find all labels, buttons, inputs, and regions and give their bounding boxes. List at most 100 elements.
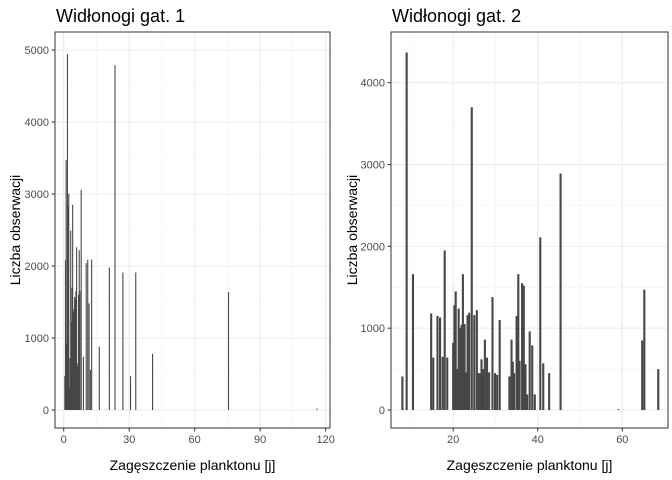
bar	[517, 274, 520, 410]
bar	[491, 297, 494, 410]
bar	[524, 364, 527, 410]
bar	[483, 339, 486, 410]
chart-title: Widłonogi gat. 1	[56, 6, 185, 26]
bar	[526, 394, 529, 410]
bar	[78, 250, 80, 410]
bar	[521, 283, 524, 410]
bar	[446, 357, 449, 410]
bar	[76, 247, 78, 410]
bar	[114, 65, 116, 411]
x-tick-label: 60	[189, 434, 201, 446]
bar	[559, 173, 562, 410]
bar	[66, 343, 68, 410]
bar	[82, 356, 84, 410]
y-tick-label: 1000	[25, 333, 49, 345]
bar	[71, 287, 73, 410]
bar	[411, 274, 415, 410]
bar	[498, 320, 501, 410]
bar	[542, 363, 545, 410]
bar	[64, 260, 67, 410]
y-tick-label: 3000	[361, 160, 385, 172]
bar	[91, 259, 93, 410]
bar	[511, 361, 514, 410]
y-tick-label: 2000	[361, 241, 385, 253]
bar	[152, 353, 154, 410]
bar	[65, 160, 67, 410]
bar	[496, 374, 499, 410]
bar	[548, 373, 551, 410]
bar	[67, 206, 69, 410]
bar	[401, 376, 404, 410]
bar	[522, 285, 525, 410]
x-tick-label: 90	[254, 434, 266, 446]
bar	[454, 291, 457, 410]
bar	[461, 274, 464, 410]
bar	[460, 324, 463, 410]
bar	[129, 376, 132, 410]
bar	[316, 408, 318, 410]
bar	[80, 189, 82, 410]
bar	[66, 54, 68, 410]
bar	[473, 315, 476, 410]
x-tick-label: 120	[316, 434, 334, 446]
x-tick-label: 20	[447, 434, 459, 446]
bar	[76, 366, 78, 410]
bar	[68, 386, 70, 410]
bar	[508, 376, 511, 410]
y-tick-label: 0	[379, 405, 385, 417]
bar	[643, 289, 646, 410]
bar	[485, 357, 489, 410]
bar	[74, 296, 76, 410]
plot-border	[390, 31, 669, 429]
bar	[479, 373, 482, 410]
bar	[453, 305, 456, 410]
bar	[441, 356, 444, 410]
y-axis-title: Liczba obserwacji	[344, 175, 360, 286]
bar	[79, 291, 81, 410]
bar	[452, 342, 455, 410]
bar	[531, 345, 534, 410]
bar	[470, 107, 473, 411]
bar	[98, 346, 100, 410]
y-tick-label: 0	[43, 405, 49, 417]
bar	[456, 369, 459, 410]
bar	[533, 394, 536, 410]
bar	[617, 409, 620, 410]
bar	[70, 322, 72, 410]
bar	[108, 267, 110, 410]
bar	[518, 360, 521, 410]
bar	[135, 272, 137, 410]
bar	[466, 315, 469, 410]
bar	[73, 309, 75, 410]
bar	[459, 328, 462, 410]
plot-border	[54, 31, 331, 429]
bar	[77, 363, 79, 410]
bar	[488, 372, 491, 410]
x-axis-title: Zagęszczenie planktonu [j]	[110, 457, 276, 473]
bar	[657, 369, 660, 410]
bar	[465, 372, 468, 410]
bar	[539, 237, 542, 410]
bar	[70, 230, 72, 410]
chart-panel-2: 20 40 60 0 1000 2000 3000 4000 Widłonogi gat. 2 Z…	[344, 6, 669, 473]
y-axis-title: Liczba obserwacji	[7, 175, 23, 286]
x-axis-title: Zagęszczenie planktonu [j]	[447, 457, 613, 473]
bar	[88, 303, 90, 410]
bar	[432, 357, 435, 410]
bar	[480, 359, 483, 410]
chart-panel-1: 0 30 60 90 120 0 1000 2000 3000 4000 5000 Widłonogi…	[7, 6, 335, 473]
y-tick-label: 4000	[25, 117, 49, 129]
x-tick-label: 0	[61, 434, 67, 446]
bar	[439, 317, 442, 410]
bar	[510, 339, 513, 410]
y-tick-label: 4000	[361, 78, 385, 90]
bar	[482, 369, 485, 410]
bar	[122, 272, 124, 410]
y-tick-label: 1000	[361, 323, 385, 335]
x-tick-label: 30	[123, 434, 135, 446]
bar	[641, 340, 644, 410]
x-tick-label: 60	[616, 434, 628, 446]
bar	[64, 376, 66, 410]
bar	[69, 358, 71, 410]
